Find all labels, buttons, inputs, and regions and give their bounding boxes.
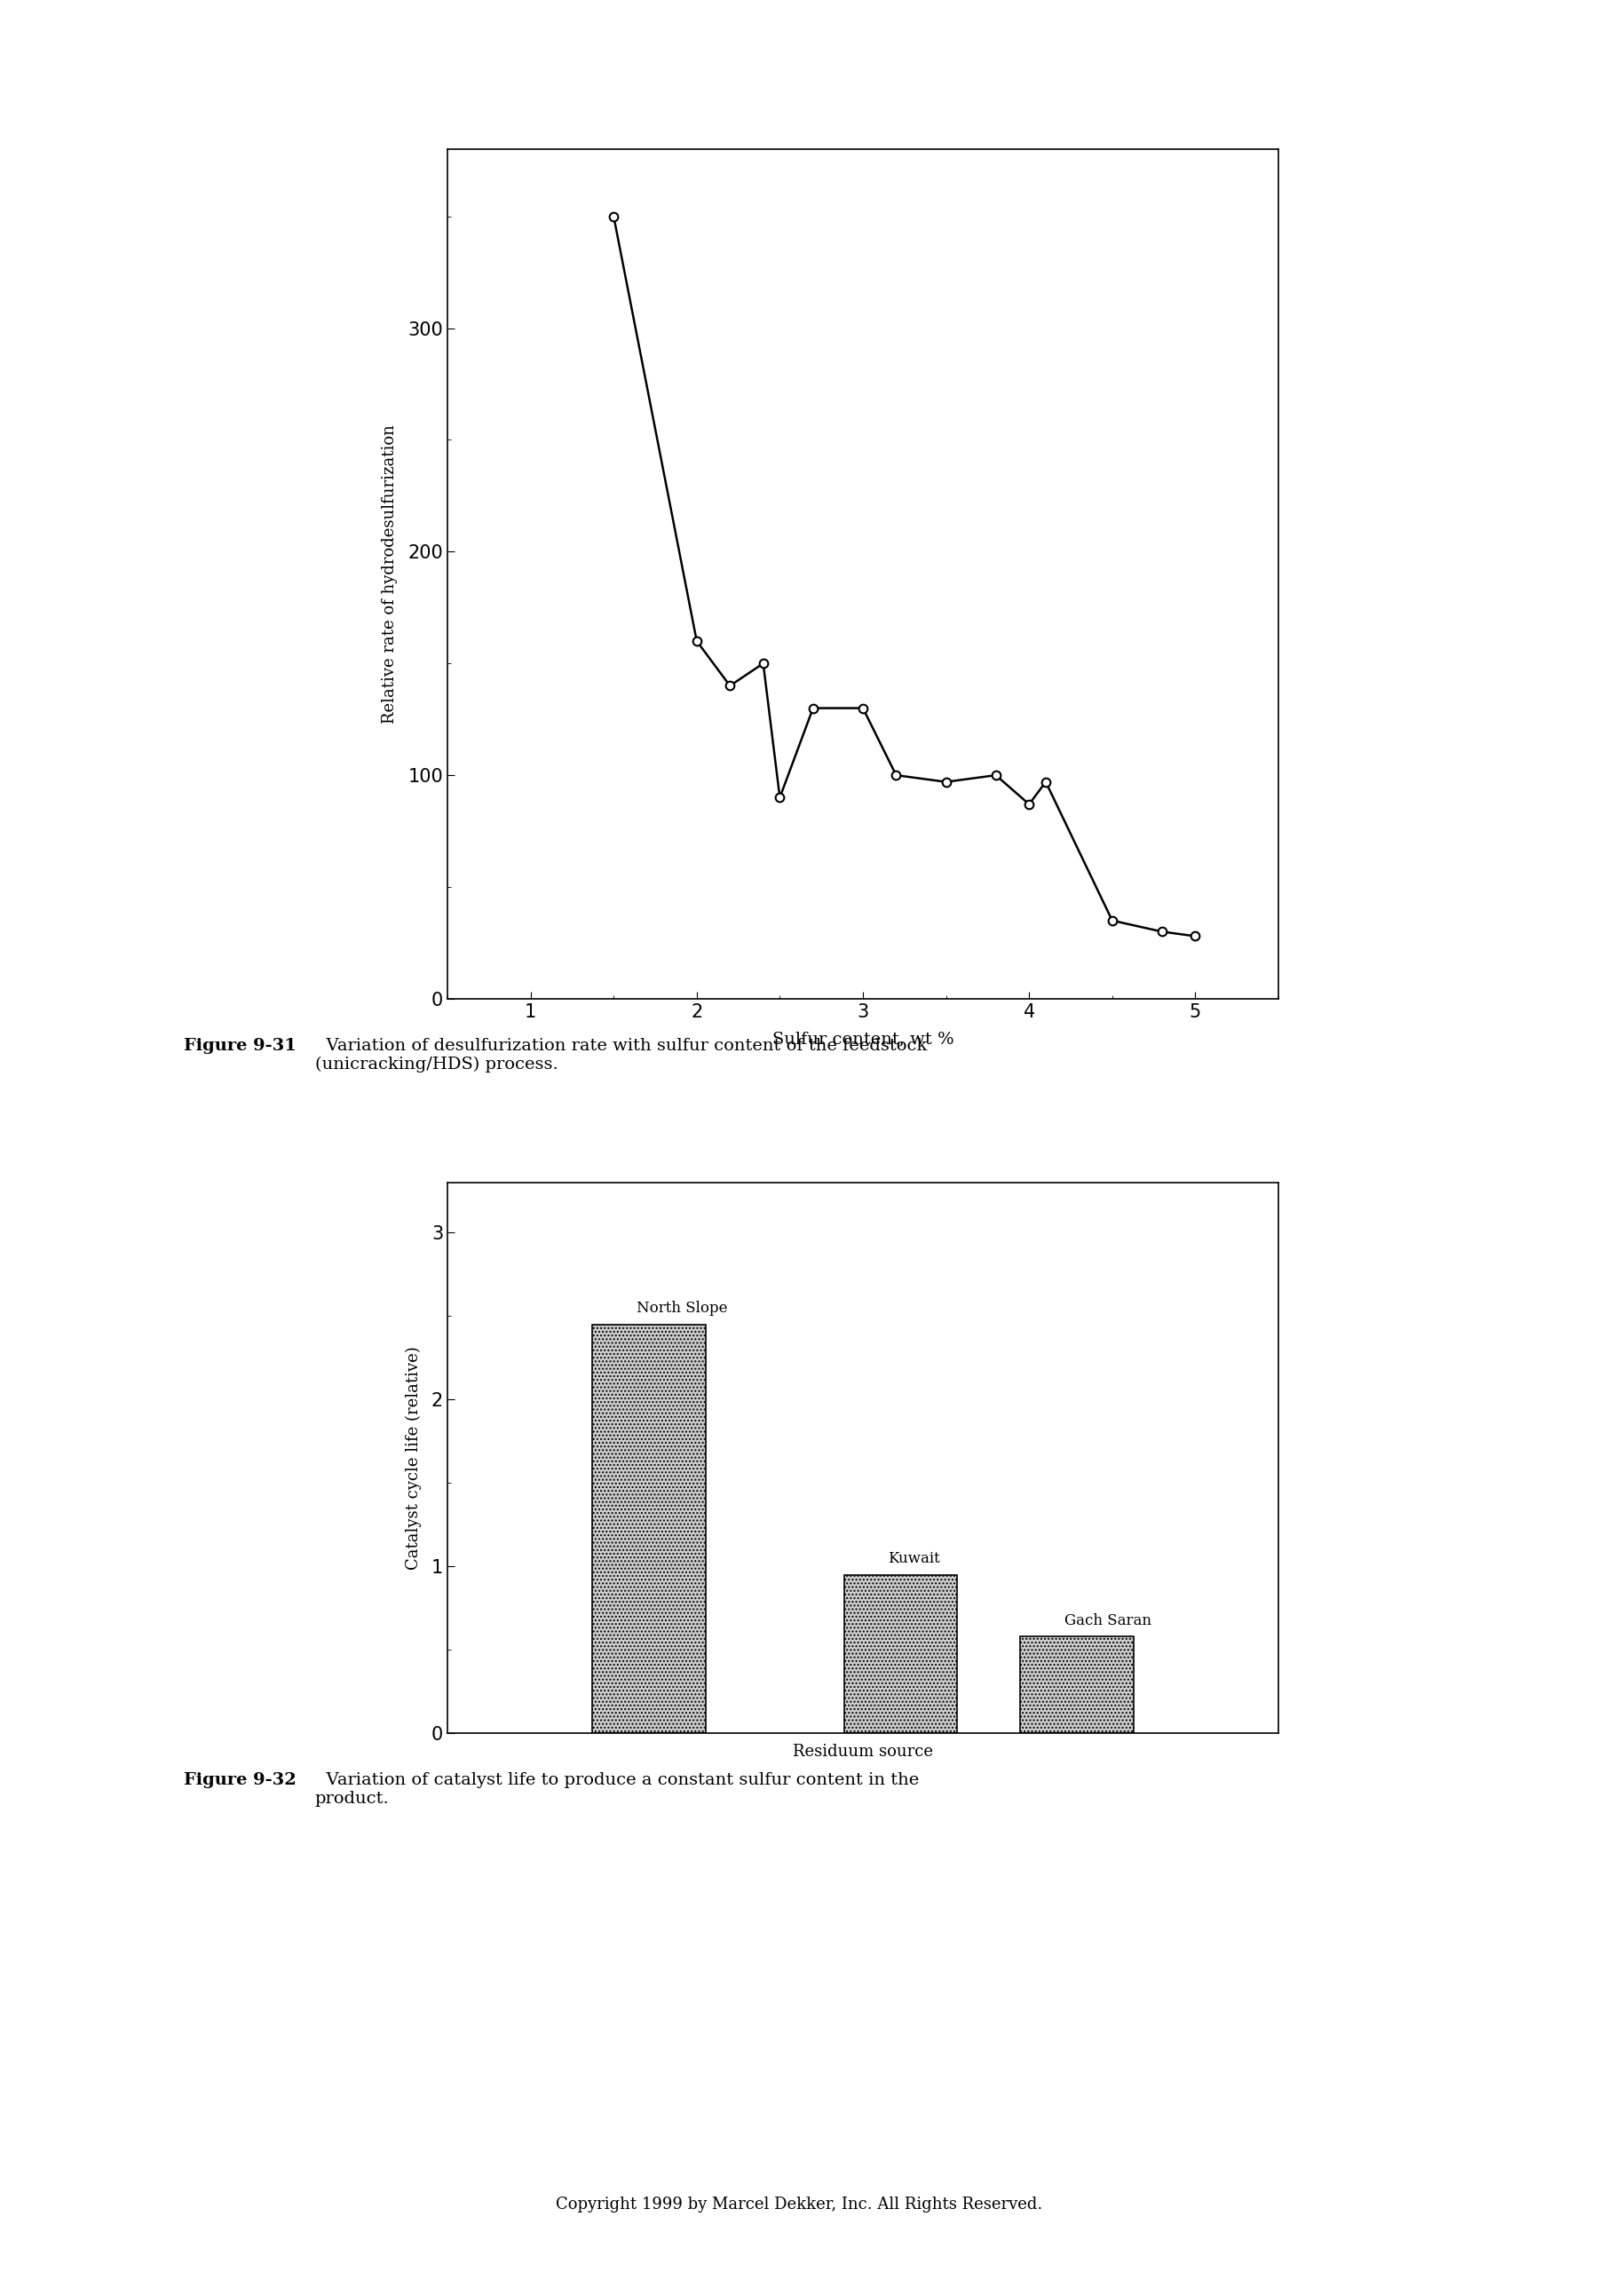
Text: Kuwait: Kuwait [888,1552,940,1566]
Bar [1020,1637,1133,1733]
Bar [844,1575,957,1733]
Bar [593,1325,706,1733]
Text: Copyright 1999 by Marcel Dekker, Inc. All Rights Reserved.: Copyright 1999 by Marcel Dekker, Inc. Al… [556,2197,1042,2213]
Text: Figure 9-32: Figure 9-32 [184,1773,296,1789]
X-axis label: Sulfur content, wt %: Sulfur content, wt % [772,1031,954,1047]
Y-axis label: Relative rate of hydrodesulfurization: Relative rate of hydrodesulfurization [382,425,398,723]
Text: Figure 9-31: Figure 9-31 [184,1038,297,1054]
Y-axis label: Catalyst cycle life (relative): Catalyst cycle life (relative) [406,1345,422,1570]
Text: North Slope: North Slope [636,1302,727,1316]
Text: Gach Saran: Gach Saran [1064,1614,1152,1628]
Text: Variation of desulfurization rate with sulfur content of the feedstock
(unicrack: Variation of desulfurization rate with s… [315,1038,927,1072]
Text: Variation of catalyst life to produce a constant sulfur content in the
product.: Variation of catalyst life to produce a … [315,1773,919,1807]
X-axis label: Residuum source: Residuum source [793,1743,933,1759]
